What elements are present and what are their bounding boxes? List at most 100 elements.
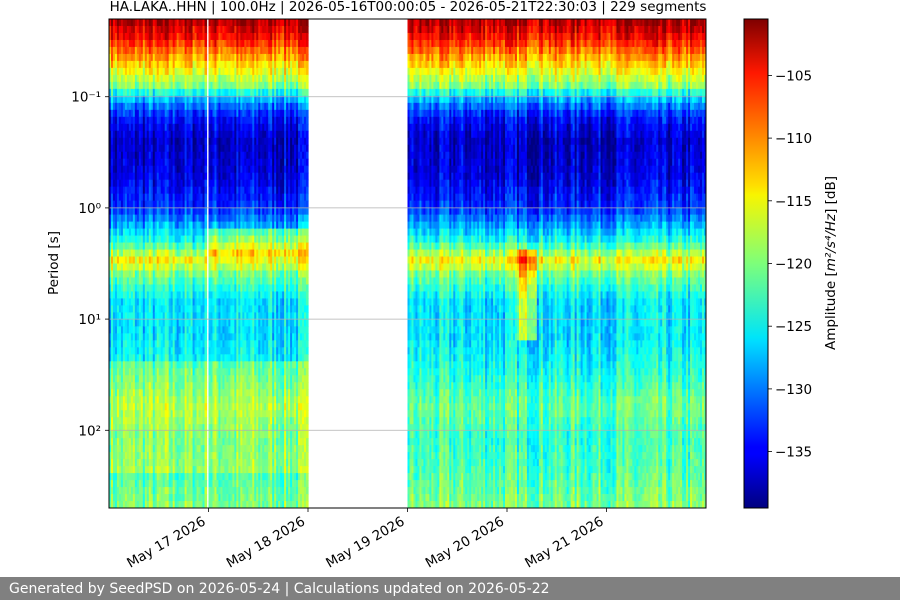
heatmap-cell <box>142 60 146 69</box>
heatmap-cell <box>166 438 170 446</box>
heatmap-cell <box>150 200 154 209</box>
heatmap-cell <box>144 200 148 209</box>
heatmap-cell <box>136 270 140 279</box>
heatmap-cell <box>116 151 120 160</box>
heatmap-cell <box>112 32 116 41</box>
heatmap-cell <box>162 172 166 181</box>
heatmap-cell <box>154 32 158 41</box>
heatmap-cell <box>126 340 130 348</box>
heatmap-cell <box>166 347 170 355</box>
heatmap-cell <box>152 32 156 41</box>
heatmap-cell <box>170 487 174 495</box>
heatmap-cell <box>144 102 148 111</box>
heatmap-cell <box>130 158 134 167</box>
heatmap-cell <box>158 19 162 27</box>
heatmap-cell <box>152 298 156 307</box>
heatmap-cell <box>122 410 126 418</box>
heatmap-cell <box>128 424 132 432</box>
heatmap-cell <box>154 186 158 195</box>
heatmap-cell <box>136 116 140 125</box>
heatmap-cell <box>158 235 162 244</box>
heatmap-cell <box>162 382 166 390</box>
heatmap-cell <box>136 368 140 376</box>
heatmap-cell <box>132 466 136 474</box>
heatmap-cell <box>160 144 164 153</box>
heatmap-cell <box>146 193 150 202</box>
heatmap-cell <box>140 417 144 425</box>
heatmap-cell <box>148 256 152 265</box>
heatmap-cell <box>154 347 158 355</box>
heatmap-cell <box>164 193 168 202</box>
heatmap-cell <box>120 291 124 300</box>
heatmap-cell <box>152 438 156 446</box>
heatmap-cell <box>160 109 164 118</box>
heatmap-cell <box>156 501 160 508</box>
heatmap-cell <box>160 263 164 272</box>
heatmap-cell <box>128 494 132 502</box>
heatmap-cell <box>122 25 126 34</box>
heatmap-cell <box>138 81 142 90</box>
heatmap-cell <box>164 389 168 397</box>
heatmap-cell <box>120 263 124 272</box>
heatmap-cell <box>172 172 176 181</box>
heatmap-cell <box>148 354 152 362</box>
heatmap-cell <box>154 235 158 244</box>
heatmap-cell <box>152 305 156 313</box>
heatmap-cell <box>128 200 132 209</box>
heatmap-cell <box>156 158 160 167</box>
heatmap-cell <box>168 214 172 223</box>
heatmap-cell <box>116 459 120 467</box>
heatmap-cell <box>154 151 158 160</box>
heatmap-cell <box>168 424 172 432</box>
heatmap-cell <box>146 431 150 439</box>
heatmap-cell <box>158 291 162 300</box>
heatmap-cell <box>162 200 166 209</box>
heatmap-cell <box>204 74 208 83</box>
heatmap-cell <box>168 172 172 181</box>
heatmap-cell <box>168 480 172 488</box>
heatmap-cell <box>130 347 134 355</box>
heatmap-cell <box>122 53 126 62</box>
heatmap-cell <box>158 95 162 104</box>
heatmap-cell <box>124 172 128 181</box>
heatmap-cell <box>128 487 132 495</box>
heatmap-cell <box>168 235 172 244</box>
heatmap-cell <box>116 417 120 425</box>
heatmap-cell <box>172 123 176 132</box>
heatmap-cell <box>124 67 128 76</box>
heatmap-cell <box>136 137 140 146</box>
heatmap-cell <box>152 473 156 481</box>
heatmap-cell <box>144 144 148 153</box>
heatmap-cell <box>132 39 136 48</box>
heatmap-cell <box>126 375 130 383</box>
heatmap-cell <box>126 494 130 502</box>
heatmap-cell <box>170 382 174 390</box>
heatmap-cell <box>166 235 170 244</box>
heatmap-cell <box>116 193 120 202</box>
heatmap-cell <box>158 396 162 404</box>
heatmap-cell <box>146 19 150 27</box>
heatmap-cell <box>146 137 150 146</box>
heatmap-cell <box>152 53 156 62</box>
heatmap-cell <box>170 466 174 474</box>
heatmap-cell <box>162 151 166 160</box>
heatmap-cell <box>160 431 164 439</box>
heatmap-cell <box>124 298 128 307</box>
heatmap-cell <box>154 102 158 111</box>
heatmap-cell <box>146 326 150 334</box>
heatmap-cell <box>146 501 150 508</box>
heatmap-cell <box>134 277 138 286</box>
heatmap-cell <box>154 221 158 230</box>
heatmap-cell <box>126 46 130 55</box>
heatmap-cell <box>158 487 162 495</box>
heatmap-cell <box>144 291 148 300</box>
heatmap-cell <box>138 95 142 104</box>
heatmap-cell <box>164 158 168 167</box>
heatmap-cell <box>128 368 132 376</box>
heatmap-cell <box>136 361 140 369</box>
heatmap-cell <box>116 410 120 418</box>
heatmap-cell <box>158 249 162 258</box>
heatmap-cell <box>142 480 146 488</box>
heatmap-cell <box>126 179 130 188</box>
heatmap-cell <box>150 263 154 272</box>
